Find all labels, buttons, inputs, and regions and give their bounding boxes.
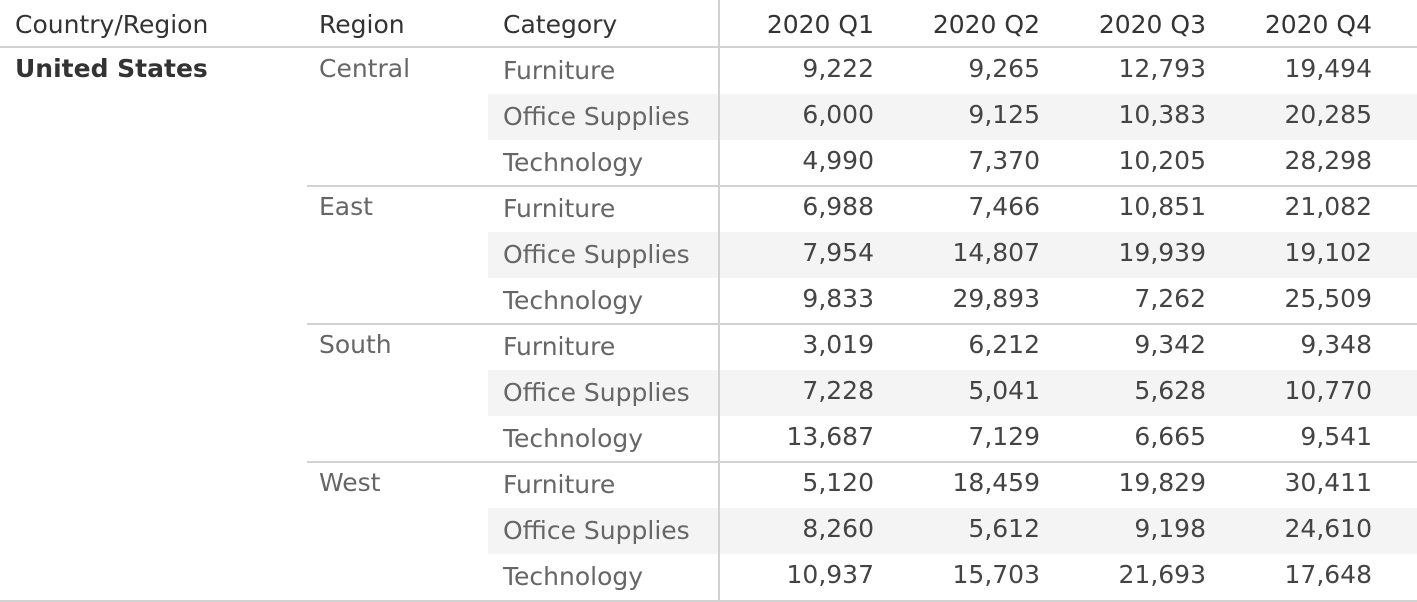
- table-cell-value[interactable]: 28,298: [1284, 146, 1372, 175]
- table-cell-value[interactable]: 9,222: [802, 54, 874, 83]
- table-cell-value[interactable]: 10,937: [786, 560, 874, 589]
- pane-divider-vertical: [718, 0, 720, 601]
- table-cell-value[interactable]: 25,509: [1284, 284, 1372, 313]
- region-label: South: [319, 330, 392, 359]
- table-cell-value[interactable]: 7,370: [968, 146, 1040, 175]
- table-cell-value[interactable]: 9,125: [968, 100, 1040, 129]
- table-cell-value[interactable]: 7,954: [802, 238, 874, 267]
- table-cell-value[interactable]: 24,610: [1284, 514, 1372, 543]
- table-cell-value[interactable]: 9,198: [1134, 514, 1206, 543]
- row-band: [488, 370, 1417, 416]
- table-cell-value[interactable]: 4,990: [802, 146, 874, 175]
- row-band: [488, 232, 1417, 278]
- table-cell-value[interactable]: 18,459: [952, 468, 1040, 497]
- header-category[interactable]: Category: [503, 10, 618, 39]
- table-cell-value[interactable]: 6,212: [968, 330, 1040, 359]
- table-cell-value[interactable]: 7,228: [802, 376, 874, 405]
- table-cell-value[interactable]: 19,829: [1118, 468, 1206, 497]
- table-cell-value[interactable]: 10,383: [1118, 100, 1206, 129]
- table-cell-value[interactable]: 20,285: [1284, 100, 1372, 129]
- table-cell-value[interactable]: 7,129: [968, 422, 1040, 451]
- category-label: Office Supplies: [503, 102, 690, 131]
- category-label: Furniture: [503, 56, 616, 85]
- header-country-region[interactable]: Country/Region: [15, 10, 209, 39]
- table-cell-value[interactable]: 5,041: [968, 376, 1040, 405]
- header-quarter-1[interactable]: 2020 Q1: [766, 10, 874, 39]
- table-cell-value[interactable]: 21,082: [1284, 192, 1372, 221]
- category-label: Office Supplies: [503, 378, 690, 407]
- table-cell-value[interactable]: 19,102: [1284, 238, 1372, 267]
- region-label: Central: [319, 54, 411, 83]
- table-cell-value[interactable]: 6,665: [1134, 422, 1206, 451]
- region-label: West: [319, 468, 381, 497]
- table-cell-value[interactable]: 29,893: [952, 284, 1040, 313]
- region-divider: [307, 323, 1417, 325]
- table-cell-value[interactable]: 6,000: [802, 100, 874, 129]
- category-label: Technology: [503, 286, 644, 315]
- category-label: Office Supplies: [503, 516, 690, 545]
- table-cell-value[interactable]: 13,687: [786, 422, 874, 451]
- table-cell-value[interactable]: 3,019: [802, 330, 874, 359]
- region-divider: [307, 185, 1417, 187]
- region-divider: [307, 461, 1417, 463]
- header-quarter-4[interactable]: 2020 Q4: [1264, 10, 1372, 39]
- header-quarter-2[interactable]: 2020 Q2: [932, 10, 1040, 39]
- table-cell-value[interactable]: 9,342: [1134, 330, 1206, 359]
- category-label: Technology: [503, 562, 644, 591]
- category-label: Furniture: [503, 332, 616, 361]
- header-divider: [0, 46, 1417, 48]
- table-cell-value[interactable]: 5,612: [968, 514, 1040, 543]
- category-label: Office Supplies: [503, 240, 690, 269]
- category-label: Furniture: [503, 470, 616, 499]
- table-cell-value[interactable]: 19,494: [1284, 54, 1372, 83]
- country-label: United States: [15, 54, 208, 83]
- table-cell-value[interactable]: 10,770: [1284, 376, 1372, 405]
- header-region[interactable]: Region: [319, 10, 405, 39]
- table-cell-value[interactable]: 9,348: [1300, 330, 1372, 359]
- table-cell-value[interactable]: 21,693: [1118, 560, 1206, 589]
- table-cell-value[interactable]: 10,851: [1118, 192, 1206, 221]
- category-label: Technology: [503, 424, 644, 453]
- table-cell-value[interactable]: 12,793: [1118, 54, 1206, 83]
- table-cell-value[interactable]: 10,205: [1118, 146, 1206, 175]
- table-cell-value[interactable]: 9,541: [1300, 422, 1372, 451]
- table-cell-value[interactable]: 30,411: [1284, 468, 1372, 497]
- table-cell-value[interactable]: 5,628: [1134, 376, 1206, 405]
- category-label: Technology: [503, 148, 644, 177]
- table-cell-value[interactable]: 5,120: [802, 468, 874, 497]
- table-cell-value[interactable]: 9,833: [802, 284, 874, 313]
- header-quarter-3[interactable]: 2020 Q3: [1098, 10, 1206, 39]
- table-cell-value[interactable]: 14,807: [952, 238, 1040, 267]
- row-band: [488, 508, 1417, 554]
- table-cell-value[interactable]: 17,648: [1284, 560, 1372, 589]
- table-cell-value[interactable]: 8,260: [802, 514, 874, 543]
- table-cell-value[interactable]: 7,262: [1134, 284, 1206, 313]
- table-cell-value[interactable]: 7,466: [968, 192, 1040, 221]
- table-cell-value[interactable]: 6,988: [802, 192, 874, 221]
- table-cell-value[interactable]: 19,939: [1118, 238, 1206, 267]
- region-label: East: [319, 192, 373, 221]
- table-cell-value[interactable]: 15,703: [952, 560, 1040, 589]
- table-cell-value[interactable]: 9,265: [968, 54, 1040, 83]
- category-label: Furniture: [503, 194, 616, 223]
- row-band: [488, 94, 1417, 140]
